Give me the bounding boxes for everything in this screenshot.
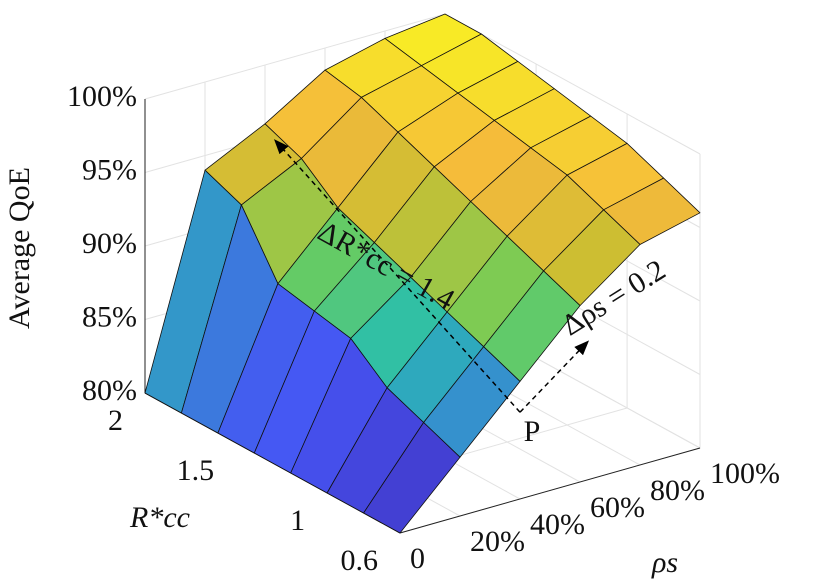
x-tick-label: 40% (530, 508, 585, 541)
annotation-arrow (519, 340, 590, 413)
y-tick-label: 1 (290, 504, 305, 537)
surface-patch (363, 422, 461, 534)
y-tick-label: 2 (108, 404, 123, 437)
z-tick-label: 90% (82, 227, 137, 260)
z-tick-label: 100% (67, 80, 137, 113)
annotation-arrow (273, 139, 521, 413)
z-tick-label: 80% (82, 374, 137, 407)
surface (144, 13, 701, 534)
z-tick-label: 95% (82, 153, 137, 186)
axis-line (399, 447, 701, 534)
x-axis-label: ρs (651, 546, 678, 579)
z-axis-label: Average QoE (3, 167, 36, 329)
z-tick-label: 85% (82, 300, 137, 333)
y-tick-label: 1.5 (177, 454, 215, 487)
x-tick-label: 0 (410, 542, 425, 575)
x-tick-label: 100% (710, 457, 780, 490)
x-tick-label: 60% (590, 491, 645, 524)
x-tick-label: 20% (470, 525, 525, 558)
y-axis-label: R*cc (129, 501, 190, 534)
x-tick-label: 80% (650, 474, 705, 507)
y-tick-label: 0.6 (341, 544, 379, 577)
annotation: P (524, 415, 541, 448)
